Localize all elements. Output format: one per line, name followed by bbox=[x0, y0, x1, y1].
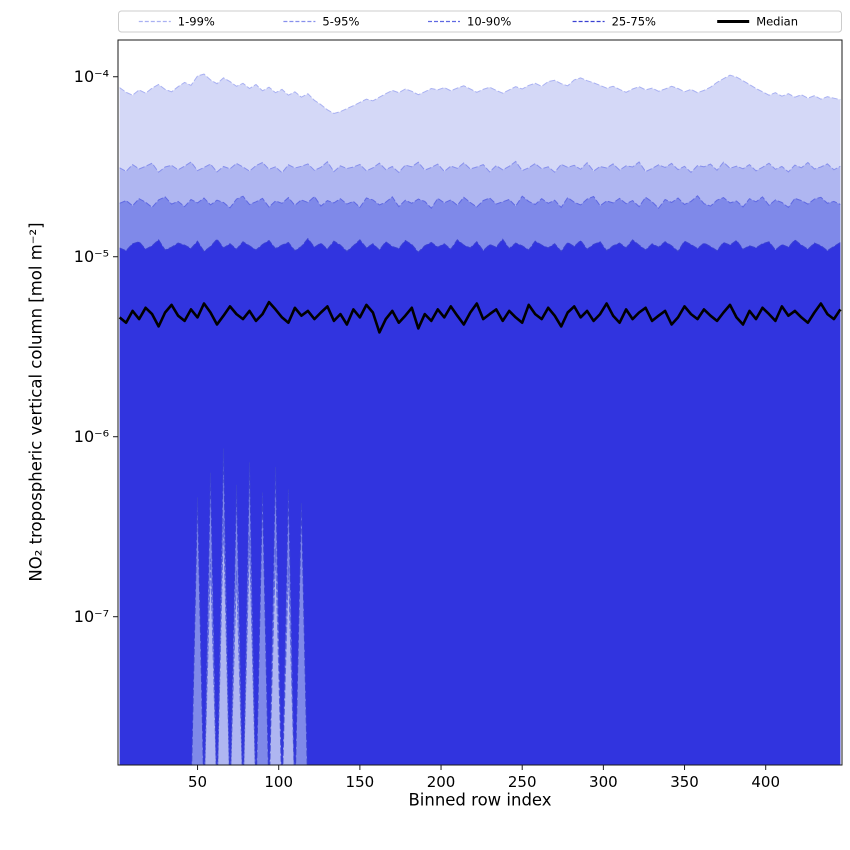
legend-item-label: 10-90% bbox=[467, 15, 511, 29]
y-axis-label: NO₂ tropospheric vertical column [mol m⁻… bbox=[26, 222, 46, 582]
x-tick-label: 350 bbox=[670, 773, 699, 791]
plot-frame bbox=[117, 39, 843, 766]
band-1-99-upper-edge bbox=[119, 73, 841, 115]
legend-box bbox=[118, 10, 842, 33]
band-25-75-upper-edge bbox=[119, 237, 841, 253]
x-tick-label: 100 bbox=[264, 773, 293, 791]
legend: 1-99% 5-95% 10-90% 25-75% Median bbox=[118, 10, 842, 33]
y-tick-label: 10⁻⁵ bbox=[74, 247, 109, 266]
x-tick-label: 250 bbox=[508, 773, 537, 791]
band-10-90-lower-edge bbox=[204, 518, 295, 765]
band-10-90-upper-edge bbox=[119, 195, 841, 209]
median-line bbox=[118, 300, 842, 334]
y-tick-label: 10⁻⁷ bbox=[74, 607, 109, 626]
legend-item-label: Median bbox=[756, 15, 798, 29]
x-axis-label: Binned row index bbox=[408, 790, 552, 810]
x-tick-label: 200 bbox=[427, 773, 456, 791]
plot-area bbox=[118, 73, 842, 765]
x-tick-label: 400 bbox=[751, 773, 780, 791]
band-5-95-upper-edge bbox=[119, 160, 841, 174]
band-25-75-lower-edge bbox=[191, 448, 308, 765]
x-tick-label: 50 bbox=[188, 773, 207, 791]
band-25-75-fill bbox=[119, 238, 841, 765]
y-tick-label: 10⁻⁶ bbox=[74, 427, 109, 446]
legend-item-label: 25-75% bbox=[612, 15, 656, 29]
legend-item-label: 1-99% bbox=[178, 15, 215, 29]
x-tick-label: 150 bbox=[346, 773, 375, 791]
legend-item-label: 5-95% bbox=[322, 15, 359, 29]
x-tick-label: 300 bbox=[589, 773, 618, 791]
y-tick-label: 10⁻⁴ bbox=[74, 67, 109, 86]
